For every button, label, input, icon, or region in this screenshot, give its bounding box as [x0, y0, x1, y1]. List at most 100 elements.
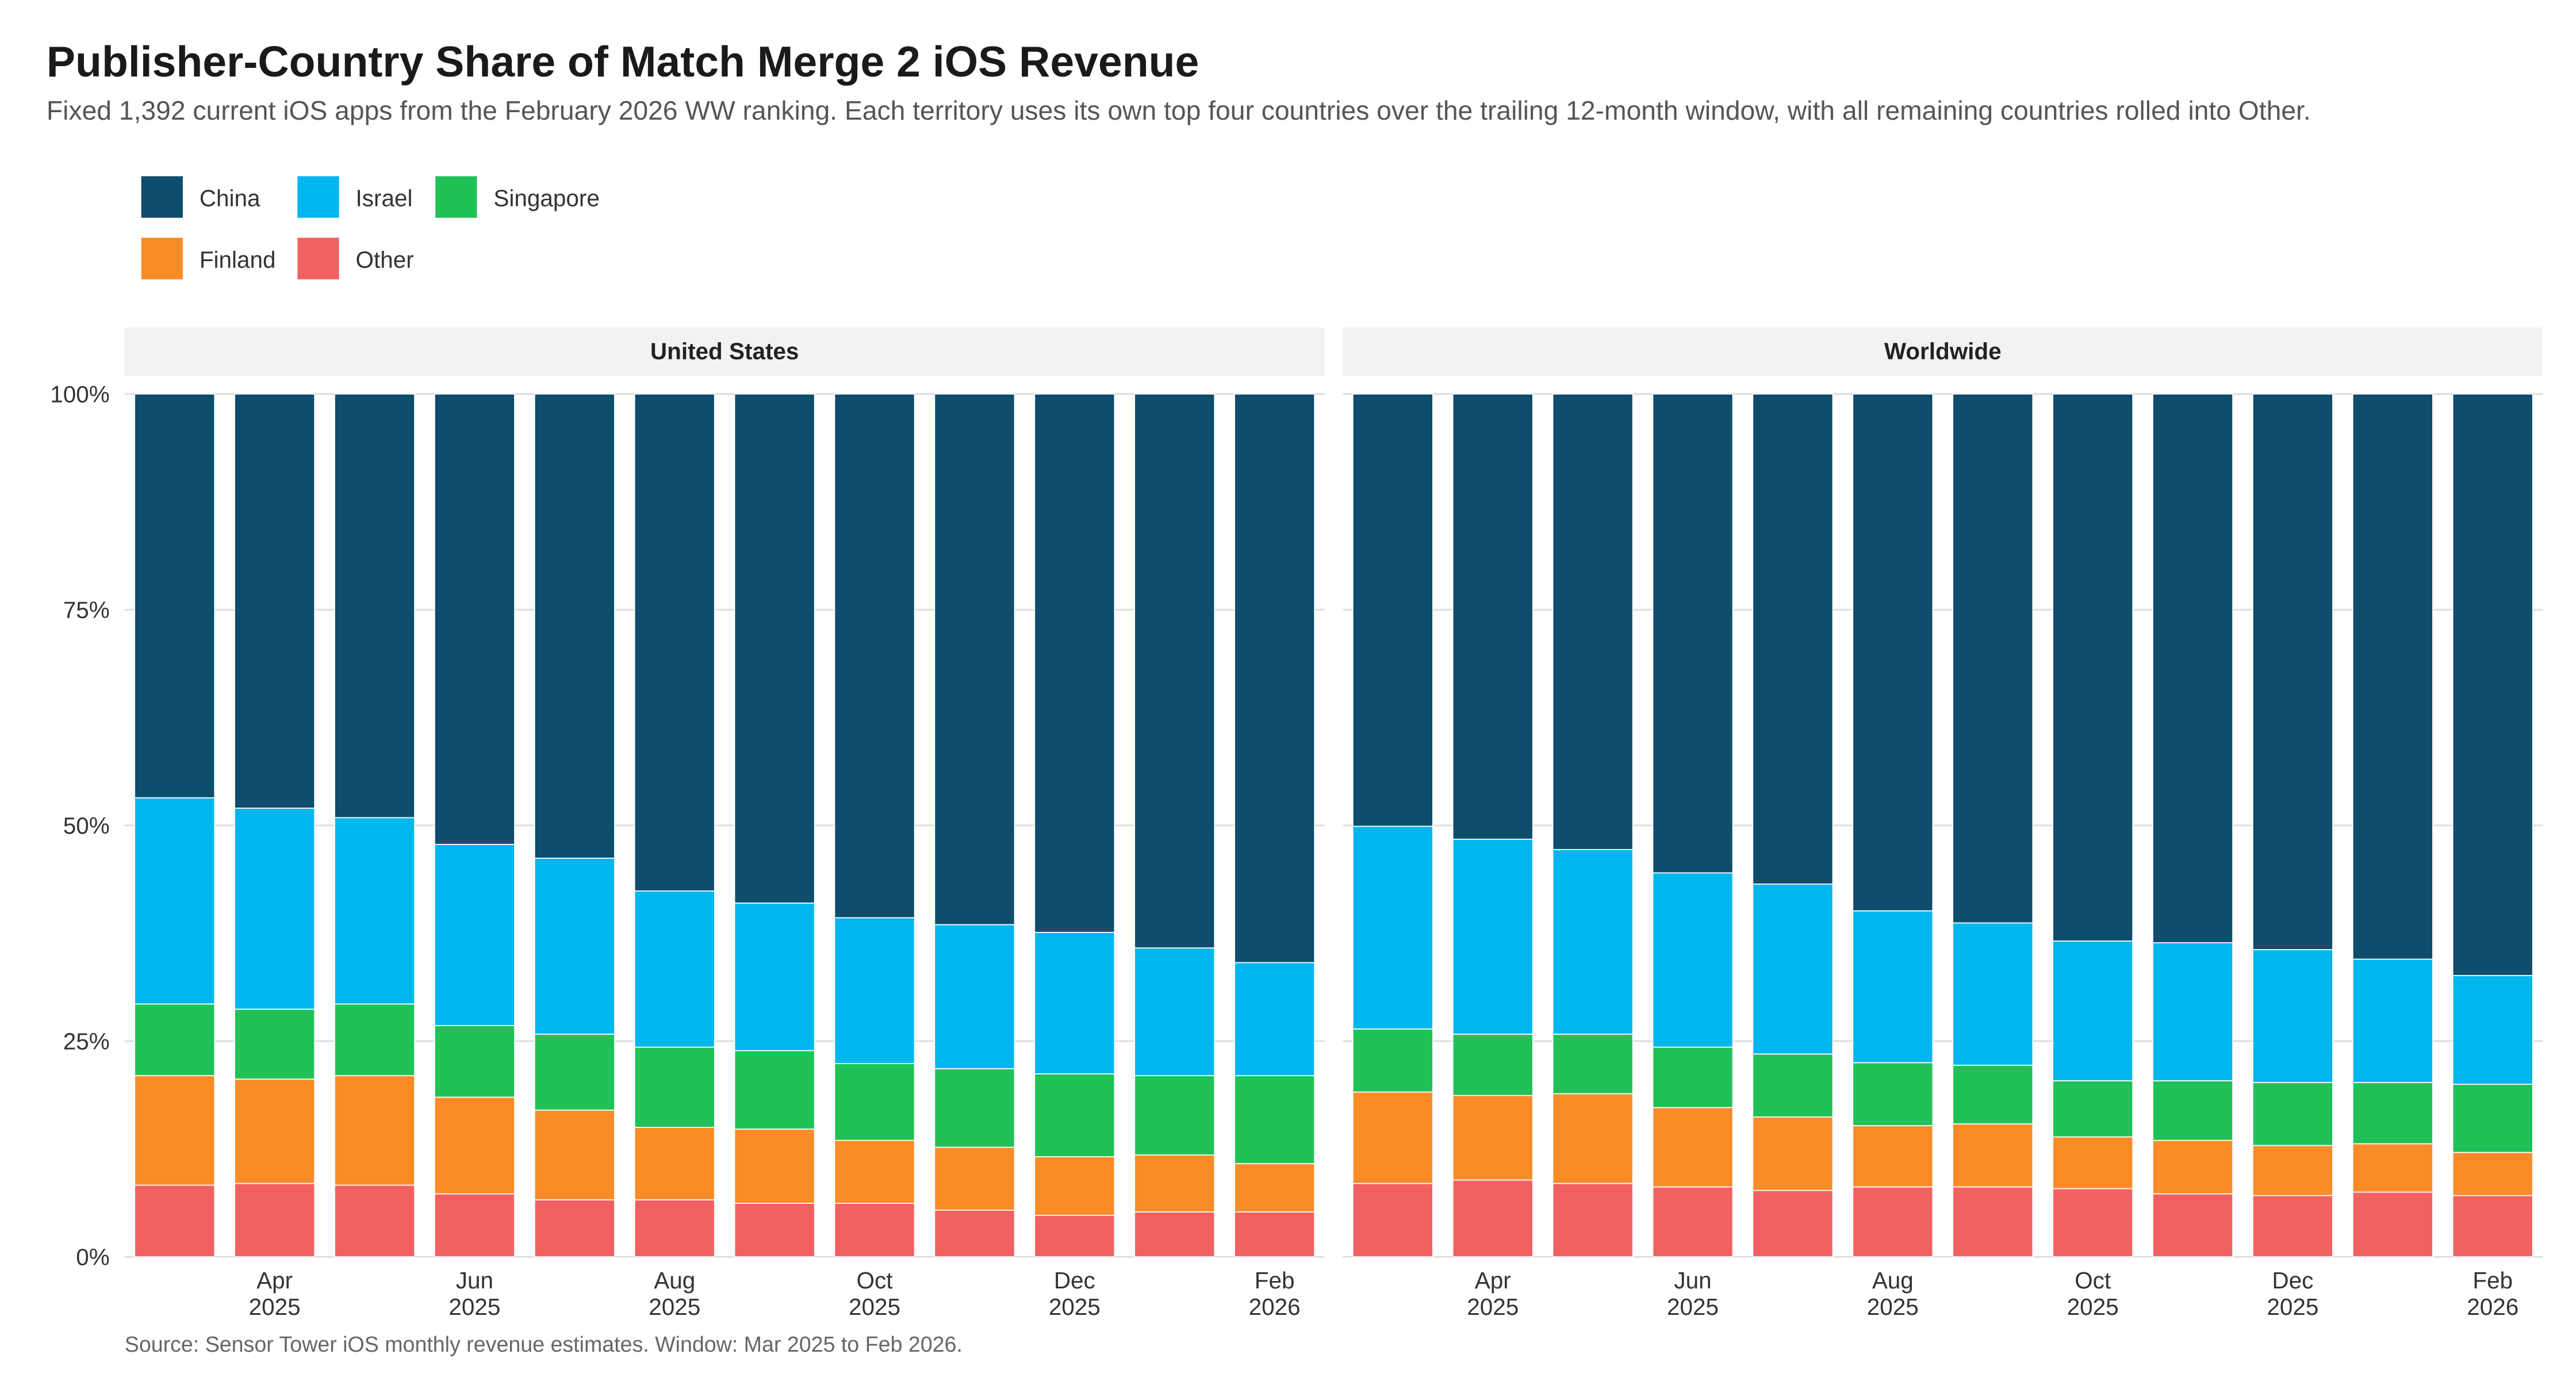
bar-segment-china	[1034, 393, 1116, 933]
x-tick-label-year: 2025	[2067, 1294, 2119, 1320]
bar-segment-china	[2152, 393, 2233, 943]
bar-segment-singapore	[1952, 1065, 2034, 1124]
bar-segment-other	[2352, 1191, 2433, 1257]
bar-segment-finland	[2152, 1139, 2233, 1195]
x-tick-label-year: 2025	[2267, 1294, 2318, 1320]
x-tick-label-year: 2025	[849, 1294, 900, 1320]
bar-segment-singapore	[1352, 1028, 1433, 1093]
bar-segment-israel	[1352, 825, 1433, 1030]
legend-key-singapore	[435, 176, 477, 218]
bar-segment-singapore	[1134, 1075, 1216, 1156]
y-tick-label: 75%	[63, 596, 110, 623]
bar-segment-finland	[1752, 1116, 1834, 1191]
legend-item-singapore: Singapore	[435, 176, 600, 218]
bar-segment-finland	[734, 1129, 815, 1204]
x-tick-label-year: 2025	[1049, 1294, 1101, 1320]
legend-label: Singapore	[493, 183, 600, 211]
x-tick-label-month: Feb	[1255, 1267, 1295, 1294]
bar-segment-china	[934, 393, 1015, 925]
bar-segment-other	[2152, 1193, 2233, 1257]
bar-segment-other	[734, 1203, 815, 1257]
x-tick-label-year: 2025	[249, 1294, 301, 1320]
bar-segment-finland	[1034, 1156, 1116, 1216]
bar-segment-finland	[134, 1075, 216, 1186]
bar-segment-finland	[2052, 1136, 2134, 1189]
bar-segment-other	[634, 1199, 715, 1257]
legend-key-finland	[141, 238, 183, 280]
bar-segment-finland	[2252, 1145, 2333, 1196]
bar-segment-israel	[2452, 975, 2533, 1085]
x-tick-label-month: Dec	[2272, 1267, 2313, 1294]
bar-segment-other	[434, 1193, 515, 1257]
bar-segment-other	[1552, 1183, 1634, 1257]
bar-segment-israel	[2252, 949, 2333, 1083]
bar-segment-israel	[534, 858, 615, 1035]
x-tick-label-year: 2025	[1867, 1294, 1919, 1320]
bar-segment-other	[1652, 1186, 1734, 1257]
bar-segment-other	[2452, 1195, 2533, 1257]
x-tick-label-month: Oct	[857, 1267, 893, 1294]
bar-segment-other	[1134, 1211, 1216, 1257]
bar-segment-israel	[134, 797, 216, 1005]
bar-segment-china	[334, 393, 415, 818]
bar-segment-israel	[2052, 940, 2134, 1081]
bar-segment-china	[534, 393, 615, 859]
bar-segment-china	[734, 393, 815, 904]
legend-key-israel	[297, 176, 339, 218]
bar-segment-other	[1352, 1183, 1433, 1257]
bar-segment-finland	[1352, 1091, 1433, 1184]
x-tick-label-month: Feb	[2472, 1267, 2513, 1294]
bar-segment-china	[2252, 393, 2333, 950]
x-tick-label-month: Dec	[1054, 1267, 1095, 1294]
bar-segment-china	[1352, 393, 1433, 827]
bar-segment-other	[1752, 1189, 1834, 1257]
x-tick-label-month: Jun	[456, 1267, 493, 1294]
bar-segment-israel	[2352, 958, 2433, 1083]
bar-segment-israel	[2152, 942, 2233, 1081]
bar-segment-singapore	[634, 1046, 715, 1128]
bar-segment-singapore	[2352, 1082, 2433, 1145]
bar-segment-singapore	[234, 1008, 316, 1080]
bar-segment-other	[2052, 1188, 2134, 1257]
bar-segment-china	[1552, 393, 1634, 850]
bar-segment-israel	[1134, 947, 1216, 1076]
bar-segment-finland	[1134, 1154, 1216, 1212]
bar-segment-other	[334, 1184, 415, 1257]
bar-segment-singapore	[1652, 1046, 1734, 1108]
bar-segment-singapore	[434, 1025, 515, 1098]
y-tick-label: 100%	[50, 381, 109, 407]
bar-segment-china	[1452, 393, 1534, 840]
bar-segment-china	[834, 393, 915, 919]
x-tick-label-month: Apr	[1475, 1267, 1511, 1294]
bar-segment-china	[2352, 393, 2433, 960]
chart-subtitle: Fixed 1,392 current iOS apps from the Fe…	[46, 98, 2311, 127]
legend-label: Other	[355, 245, 414, 272]
bar-segment-other	[1852, 1186, 1934, 1257]
panel-title: Worldwide	[1884, 338, 2002, 364]
bar-segment-singapore	[2152, 1080, 2233, 1141]
chart-caption: Source: Sensor Tower iOS monthly revenue…	[124, 1332, 963, 1357]
bar-segment-china	[1752, 393, 1834, 885]
bar-segment-israel	[934, 924, 1015, 1069]
bar-segment-israel	[634, 890, 715, 1048]
panel-united-states: United StatesApr2025Jun2025Aug2025Oct202…	[50, 327, 1325, 1320]
bar-segment-singapore	[1852, 1062, 1934, 1126]
legend-label: Finland	[199, 245, 276, 272]
bar-segment-finland	[1452, 1095, 1534, 1181]
bar-segment-other	[1952, 1186, 2034, 1257]
bar-segment-china	[1234, 393, 1316, 963]
x-tick-label-year: 2025	[1667, 1294, 1719, 1320]
bar-segment-singapore	[134, 1003, 216, 1076]
bar-segment-other	[134, 1184, 216, 1257]
bar-segment-finland	[1852, 1125, 1934, 1188]
bar-segment-singapore	[934, 1068, 1015, 1148]
bar-segment-singapore	[1552, 1034, 1634, 1095]
bar-segment-singapore	[734, 1050, 815, 1130]
bar-segment-singapore	[334, 1003, 415, 1076]
bar-segment-singapore	[2452, 1084, 2533, 1153]
bar-segment-other	[834, 1203, 915, 1257]
bar-segment-finland	[534, 1110, 615, 1200]
bar-segment-singapore	[534, 1034, 615, 1111]
bar-segment-singapore	[2252, 1082, 2333, 1146]
